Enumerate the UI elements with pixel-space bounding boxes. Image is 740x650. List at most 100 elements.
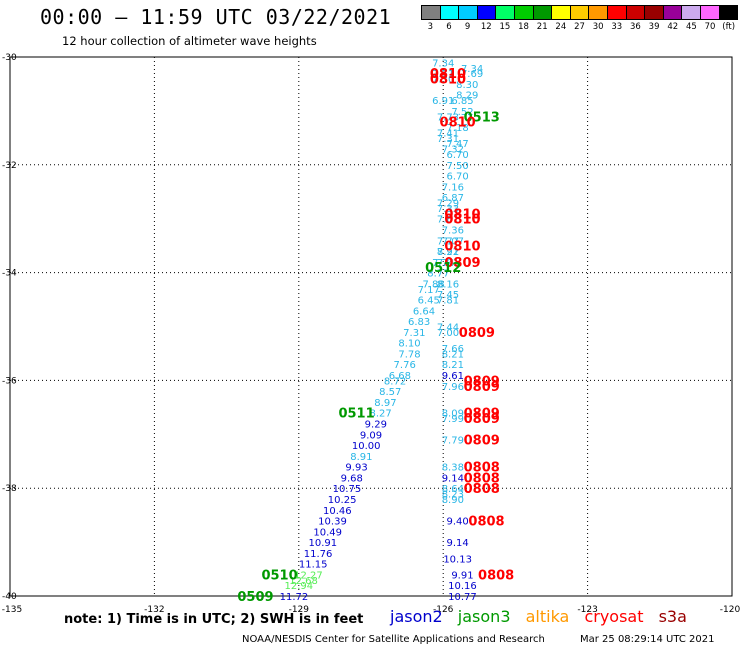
swh-label: 7.31 bbox=[437, 134, 459, 145]
swh-label: 8.90 bbox=[442, 495, 464, 506]
lon-tick-label: -129 bbox=[289, 605, 310, 615]
swh-label: 8.10 bbox=[398, 339, 420, 350]
swh-label: 7.17 bbox=[418, 285, 440, 296]
swh-label: 12.68 bbox=[289, 576, 318, 587]
colorbar-swatch bbox=[532, 6, 552, 19]
swh-label: 8.57 bbox=[379, 387, 401, 398]
colorbar-label: 30 bbox=[592, 22, 604, 32]
lat-tick-label: -34 bbox=[2, 269, 17, 279]
swh-label: 7.61 bbox=[437, 215, 459, 226]
colorbar-swatches bbox=[421, 5, 738, 20]
swh-label: 8.30 bbox=[456, 80, 478, 91]
swh-label: 7.30 bbox=[432, 75, 454, 86]
swh-label: 7.91 bbox=[437, 247, 459, 258]
pass-label: 0809 bbox=[464, 374, 500, 389]
footer-timestamp: Mar 25 08:29:14 UTC 2021 bbox=[580, 634, 715, 645]
footer-credit: NOAA/NESDIS Center for Satellite Applica… bbox=[242, 634, 545, 645]
colorbar-swatch bbox=[458, 6, 477, 19]
swh-label: 8.64 bbox=[442, 484, 464, 495]
swh-label: 7.36 bbox=[442, 225, 464, 236]
swh-label: 9.09 bbox=[360, 430, 382, 441]
swh-label: 6.45 bbox=[418, 296, 440, 307]
swh-label: 8.91 bbox=[350, 452, 372, 463]
colorbar-swatch bbox=[551, 6, 570, 19]
swh-label: 7.73 bbox=[437, 112, 459, 123]
swh-label: 8.29 bbox=[456, 91, 478, 102]
colorbar-label: 21 bbox=[536, 22, 548, 32]
pass-label: 0808 bbox=[464, 471, 500, 486]
swh-label: 10.46 bbox=[323, 506, 352, 517]
swh-label: 7.99 bbox=[442, 414, 464, 425]
swh-label: 11.15 bbox=[299, 560, 328, 571]
pass-label: 0808 bbox=[464, 482, 500, 497]
legend-jason3: jason3 bbox=[457, 607, 511, 626]
mission-legend: jason2 jason3 altika cryosat s3a bbox=[390, 607, 687, 629]
swh-label: 10.16 bbox=[448, 581, 477, 592]
swh-label: 7.51 bbox=[432, 69, 454, 80]
swh-label: 7.32 bbox=[442, 145, 464, 156]
colorbar-swatch bbox=[569, 6, 589, 19]
pass-label: 0809 bbox=[464, 434, 500, 449]
colorbar-swatch bbox=[606, 6, 626, 19]
colorbar-swatch bbox=[588, 6, 607, 19]
swh-label: 7.01 bbox=[437, 258, 459, 269]
lon-tick-label: -132 bbox=[144, 605, 164, 615]
colorbar-swatch bbox=[644, 6, 663, 19]
lat-tick-label: -30 bbox=[2, 53, 17, 63]
colorbar-label: 33 bbox=[611, 22, 623, 32]
colorbar-label: 6 bbox=[446, 22, 452, 32]
pass-label: 0810 bbox=[440, 116, 476, 131]
pass-label: 0810 bbox=[444, 207, 480, 222]
swh-label: 7.88 bbox=[422, 279, 444, 290]
swh-label: 8.16 bbox=[437, 279, 459, 290]
colorbar-swatch bbox=[699, 6, 719, 19]
colorbar-label: 3 bbox=[427, 22, 434, 32]
colorbar-label: 39 bbox=[648, 22, 660, 32]
swh-label: 9.91 bbox=[451, 570, 473, 581]
lon-tick-label: -126 bbox=[433, 605, 454, 615]
colorbar-labels: 3 6 9 12 15 18 21 24 27 30 33 36 39 42 45 70 (ft) bbox=[421, 22, 738, 34]
colorbar-swatch bbox=[495, 6, 514, 19]
colorbar-swatch bbox=[718, 6, 738, 19]
colorbar-swatch bbox=[439, 6, 459, 19]
swh-label: 8.38 bbox=[442, 463, 464, 474]
swh-label: 11.76 bbox=[304, 549, 333, 560]
swh-label: 7.96 bbox=[442, 382, 464, 393]
swh-label: 7.07 bbox=[442, 236, 464, 247]
lon-tick-label: -123 bbox=[577, 605, 597, 615]
pass-label: 0809 bbox=[459, 326, 495, 341]
lon-tick-label: -120 bbox=[720, 605, 740, 615]
swh-label: 6.70 bbox=[447, 150, 469, 161]
swh-label: 7.77 bbox=[437, 236, 459, 247]
swh-label: 10.25 bbox=[328, 495, 357, 506]
swh-label: 9.29 bbox=[365, 420, 387, 431]
swh-label: 7.44 bbox=[437, 323, 459, 334]
legend-jason2: jason2 bbox=[390, 607, 443, 626]
swh-label: 8.97 bbox=[374, 398, 396, 409]
colorbar-label: 45 bbox=[685, 22, 697, 32]
pass-label: 0810 bbox=[430, 67, 466, 82]
legend-cryosat: cryosat bbox=[584, 607, 644, 626]
pass-label: 0808 bbox=[478, 568, 514, 583]
colorbar-label: 70 bbox=[704, 22, 716, 32]
lat-tick-label: -38 bbox=[2, 484, 17, 494]
swh-label: 9.40 bbox=[447, 517, 469, 528]
swh-label: 8.21 bbox=[442, 360, 464, 371]
swh-label: 10.00 bbox=[352, 441, 381, 452]
swh-label: 7.31 bbox=[403, 328, 425, 339]
pass-label: 0808 bbox=[464, 461, 500, 476]
legend-altika: altika bbox=[525, 607, 570, 626]
swh-label: 10.13 bbox=[443, 554, 472, 565]
page-subtitle: 12 hour collection of altimeter wave hei… bbox=[62, 34, 317, 48]
lat-tick-label: -36 bbox=[2, 376, 17, 386]
swh-label: 7.66 bbox=[442, 344, 464, 355]
pass-label: 0809 bbox=[464, 380, 500, 395]
swh-label: 8.72 bbox=[384, 376, 406, 387]
swh-label: 10.75 bbox=[333, 484, 362, 495]
swh-label: 6.70 bbox=[447, 172, 469, 183]
swh-label: 6.68 bbox=[389, 371, 411, 382]
swh-label: 7.69 bbox=[461, 69, 483, 80]
colorbar-swatch bbox=[681, 6, 700, 19]
swh-label: 9.68 bbox=[341, 473, 363, 484]
